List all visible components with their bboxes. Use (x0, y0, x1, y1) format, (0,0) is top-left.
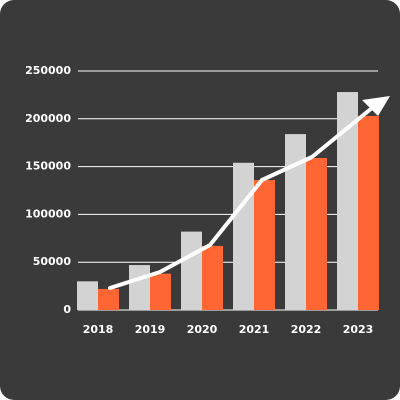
x-tick-label: 2018 (83, 323, 114, 336)
y-tick-label: 200000 (25, 112, 71, 125)
x-tick-label: 2020 (187, 323, 218, 336)
x-tick-label: 2019 (135, 323, 166, 336)
bar (358, 115, 379, 310)
y-tick-label: 250000 (25, 64, 71, 77)
y-tick-label: 0 (63, 303, 71, 316)
bar (233, 162, 254, 310)
bar (337, 92, 358, 310)
bar (254, 179, 275, 310)
bar (129, 265, 150, 310)
y-tick-label: 150000 (25, 160, 71, 173)
x-tick-label: 2021 (239, 323, 270, 336)
bar (150, 273, 171, 310)
bar (285, 134, 306, 310)
bar (98, 288, 119, 310)
trend-line (108, 106, 374, 290)
y-tick-label: 50000 (33, 255, 72, 268)
bar (202, 245, 223, 310)
x-tick-label: 2022 (291, 323, 322, 336)
bar (181, 231, 202, 310)
y-tick-label: 100000 (25, 207, 71, 220)
bar (306, 157, 327, 310)
bar (77, 281, 98, 310)
x-tick-label: 2023 (343, 323, 374, 336)
trend-arrow (108, 96, 390, 290)
arrow-head (362, 96, 390, 116)
